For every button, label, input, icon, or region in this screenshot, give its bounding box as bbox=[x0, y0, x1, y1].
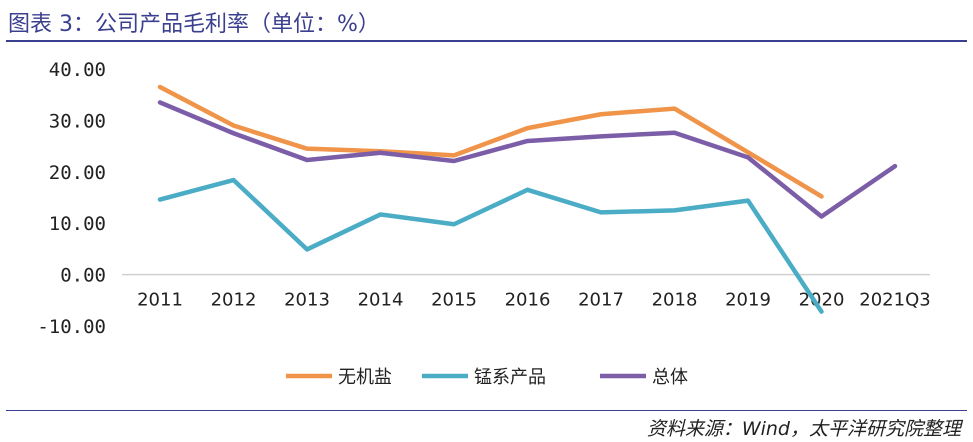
y-tick-label: 0.00 bbox=[60, 265, 106, 287]
series-lines bbox=[157, 84, 898, 314]
y-tick-label: 30.00 bbox=[49, 110, 106, 132]
x-tick-label: 2014 bbox=[358, 290, 404, 311]
y-tick-label: 40.00 bbox=[49, 59, 106, 81]
figure-header: 图表 3：公司产品毛利率（单位：%） bbox=[0, 0, 973, 44]
x-tick-label: 2017 bbox=[578, 290, 624, 311]
x-tick-label: 2012 bbox=[211, 290, 257, 311]
source-note: 资料来源：Wind，太平洋研究院整理 bbox=[646, 418, 961, 440]
x-tick-label: 2016 bbox=[505, 290, 551, 311]
x-axis-ticks: 2011 2012 2013 2014 2015 2016 2017 2018 2019 2020… bbox=[137, 290, 931, 311]
y-tick-label: -10.00 bbox=[37, 316, 106, 338]
legend-label: 无机盐 bbox=[338, 367, 392, 388]
x-tick-label: 2015 bbox=[431, 290, 477, 311]
legend-label: 总体 bbox=[652, 367, 688, 388]
series-line bbox=[157, 100, 898, 219]
legend-label: 锰系产品 bbox=[474, 367, 546, 388]
x-tick-label: 2011 bbox=[137, 290, 183, 311]
figure-title: 图表 3：公司产品毛利率（单位：%） bbox=[8, 12, 380, 37]
series-line bbox=[157, 84, 824, 199]
x-tick-label: 2013 bbox=[284, 290, 330, 311]
x-tick-label: 2018 bbox=[652, 290, 698, 311]
x-tick-label: 2020 bbox=[799, 290, 845, 311]
y-axis-ticks: 40.00 30.00 20.00 10.00 0.00 -10.00 bbox=[37, 59, 106, 338]
x-tick-label: 2021Q3 bbox=[859, 290, 930, 311]
title-divider bbox=[6, 40, 967, 42]
y-tick-label: 10.00 bbox=[49, 213, 106, 235]
y-tick-label: 20.00 bbox=[49, 162, 106, 184]
footer-divider bbox=[6, 410, 967, 411]
x-tick-label: 2019 bbox=[725, 290, 771, 311]
legend: 无机盐 锰系产品 总体 bbox=[286, 367, 688, 388]
series-line bbox=[157, 177, 824, 314]
